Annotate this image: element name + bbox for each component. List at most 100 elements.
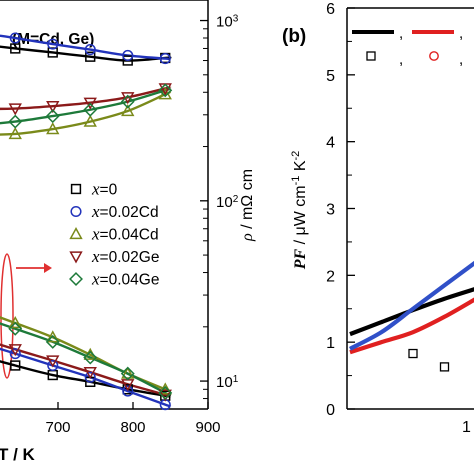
point-x-0-02ge-4 xyxy=(83,367,97,380)
point-x-0-04cd-3 xyxy=(46,330,60,343)
b-y-tick-label-5: 5 xyxy=(326,68,335,85)
legend-b-square-marker xyxy=(366,51,376,61)
point-x-0-04ge-2 xyxy=(8,114,23,129)
point-x-0-02cd-5 xyxy=(122,49,134,62)
point-x-0-04ge-5 xyxy=(120,94,135,109)
legend-marker-x-0-02ge xyxy=(69,251,83,264)
point-x-0-02cd-3 xyxy=(47,359,59,372)
panel-a-markers xyxy=(8,32,173,411)
legend-label-x-0-02cd: x=0.02Cd xyxy=(91,202,159,221)
panel-b-y-tick-labels: 0 1 2 3 4 5 6 xyxy=(326,1,335,419)
point-x-0-02ge-2 xyxy=(8,344,22,357)
legend-marker-x-0-04cd xyxy=(69,227,83,240)
annotation-ellipse xyxy=(0,253,14,379)
y2-label-rho: ρ xyxy=(239,233,256,242)
y2-tick-label-10-2: 102 xyxy=(216,193,239,211)
x-tick-label-800: 800 xyxy=(120,419,145,436)
y-label-exp2: -2 xyxy=(290,151,302,161)
point-x-0-04ge-4 xyxy=(83,350,98,365)
panel-b-markers xyxy=(408,348,450,372)
curve-x-0-5 xyxy=(0,360,172,398)
panel-a-curves xyxy=(0,34,172,408)
y-label-k: K xyxy=(292,160,309,175)
point-x-0-04cd-5 xyxy=(121,366,135,379)
legend-b-comma-1: , xyxy=(399,25,403,42)
point-x-0-04ge-3 xyxy=(45,109,60,124)
point-x-0-04ge-2 xyxy=(8,321,23,336)
legend-label-x-0-02ge: x=0.02Ge xyxy=(91,247,159,266)
y2-tick-label-10-3: 103 xyxy=(216,13,239,31)
b-y-tick-label-0: 0 xyxy=(326,402,335,419)
panel-b-ticks xyxy=(347,7,355,410)
point-x-0-04ge-5 xyxy=(120,366,135,381)
point-x-0-02cd-4 xyxy=(84,44,96,56)
x-tick-label-700: 700 xyxy=(45,419,70,436)
point-x-0-02ge-2 xyxy=(8,103,22,116)
curve-x-0-02cd-1 xyxy=(0,34,172,61)
point-x-0-04cd-5 xyxy=(121,104,135,117)
point-x-0-02cd-2 xyxy=(9,348,21,360)
y-label-unit: / μW cm xyxy=(292,185,309,248)
panel-b-label: (b) xyxy=(282,26,306,47)
legend-b-comma-3: , xyxy=(399,51,403,68)
point-x-0-04ge-4 xyxy=(83,102,98,117)
point-x-0-5 xyxy=(122,55,133,66)
legend-label-x-0: x=0 xyxy=(91,180,118,199)
point-x-0-2 xyxy=(10,43,21,54)
legend-label-x-0-04ge: x=0.04Ge xyxy=(91,270,159,289)
curve-x-0-04ge-4 xyxy=(0,87,172,125)
panel-a-x-axis-label: T / K xyxy=(0,445,36,464)
annotation-arrow-head xyxy=(44,263,52,273)
legend-marker-x-0 xyxy=(70,183,82,195)
b-y-tick-label-4: 4 xyxy=(326,135,335,152)
b-square-point-0 xyxy=(408,348,418,359)
legend-marker-x-0-02cd xyxy=(70,205,82,218)
panel-b-legend: , , , , xyxy=(352,25,463,68)
y-label-pf: PF xyxy=(292,249,309,271)
point-x-0-04ge-3 xyxy=(45,334,60,349)
point-x-0-02cd-5 xyxy=(122,385,134,397)
panel-b-lines xyxy=(349,260,474,355)
point-x-0-02ge-3 xyxy=(46,355,60,368)
panel-b-x-tick-labels: 1 xyxy=(462,419,471,436)
b-line-2 xyxy=(349,260,474,351)
point-x-0-04cd-4 xyxy=(83,114,97,127)
panel-a-legend: x=0 x=0.02Cd x=0.04Cd x=0.02Ge x=0.04Ge xyxy=(69,180,159,289)
y-label-exp1: -1 xyxy=(290,176,302,186)
legend-b-comma-2: , xyxy=(459,25,463,42)
curve-x-0-04cd-2 xyxy=(0,90,172,136)
point-x-0-3 xyxy=(47,47,58,58)
point-x-0-04cd-3 xyxy=(46,122,60,135)
legend-marker-x-0-04ge xyxy=(69,272,83,286)
b-x-tick-label-1: 1 xyxy=(462,419,471,436)
b-y-tick-label-6: 6 xyxy=(326,1,335,18)
point-x-0-4 xyxy=(85,51,96,62)
panel-a-y2-axis-label: ρ / mΩ cm xyxy=(239,169,256,242)
curve-x-0-04cd-7 xyxy=(0,316,172,393)
panel-a-x-tick-labels: 500600700800900 xyxy=(45,419,220,436)
x-tick-label-900: 900 xyxy=(195,419,220,436)
b-line-1 xyxy=(349,297,474,355)
panel-b-y-axis-label: PF / μW cm-1 K-2 xyxy=(290,151,309,271)
legend-label-x-0-04cd: x=0.04Cd xyxy=(91,225,159,244)
point-x-0-2 xyxy=(10,360,21,371)
point-x-0-02cd-3 xyxy=(47,38,59,50)
b-y-tick-label-3: 3 xyxy=(326,202,335,219)
panel-a-y2-tick-labels: 101 102 103 xyxy=(216,13,239,391)
curve-x-0-02ge-3 xyxy=(0,85,172,111)
b-y-tick-label-2: 2 xyxy=(326,268,335,285)
point-x-0-04cd-2 xyxy=(8,316,22,329)
point-x-0-04ge-6 xyxy=(158,83,173,98)
point-x-0-04ge-6 xyxy=(158,385,173,400)
panel-a-ticks xyxy=(57,19,209,410)
y2-tick-label-10-1: 101 xyxy=(216,374,239,392)
legend-b-comma-4: , xyxy=(459,51,463,68)
b-square-point-1 xyxy=(439,362,450,372)
point-x-0-02cd-6 xyxy=(159,53,171,65)
point-x-0-02cd-2 xyxy=(9,32,21,44)
point-x-0-02ge-3 xyxy=(46,101,60,114)
b-y-tick-label-1: 1 xyxy=(326,335,335,352)
y2-label-rest: / mΩ cm xyxy=(239,169,256,233)
